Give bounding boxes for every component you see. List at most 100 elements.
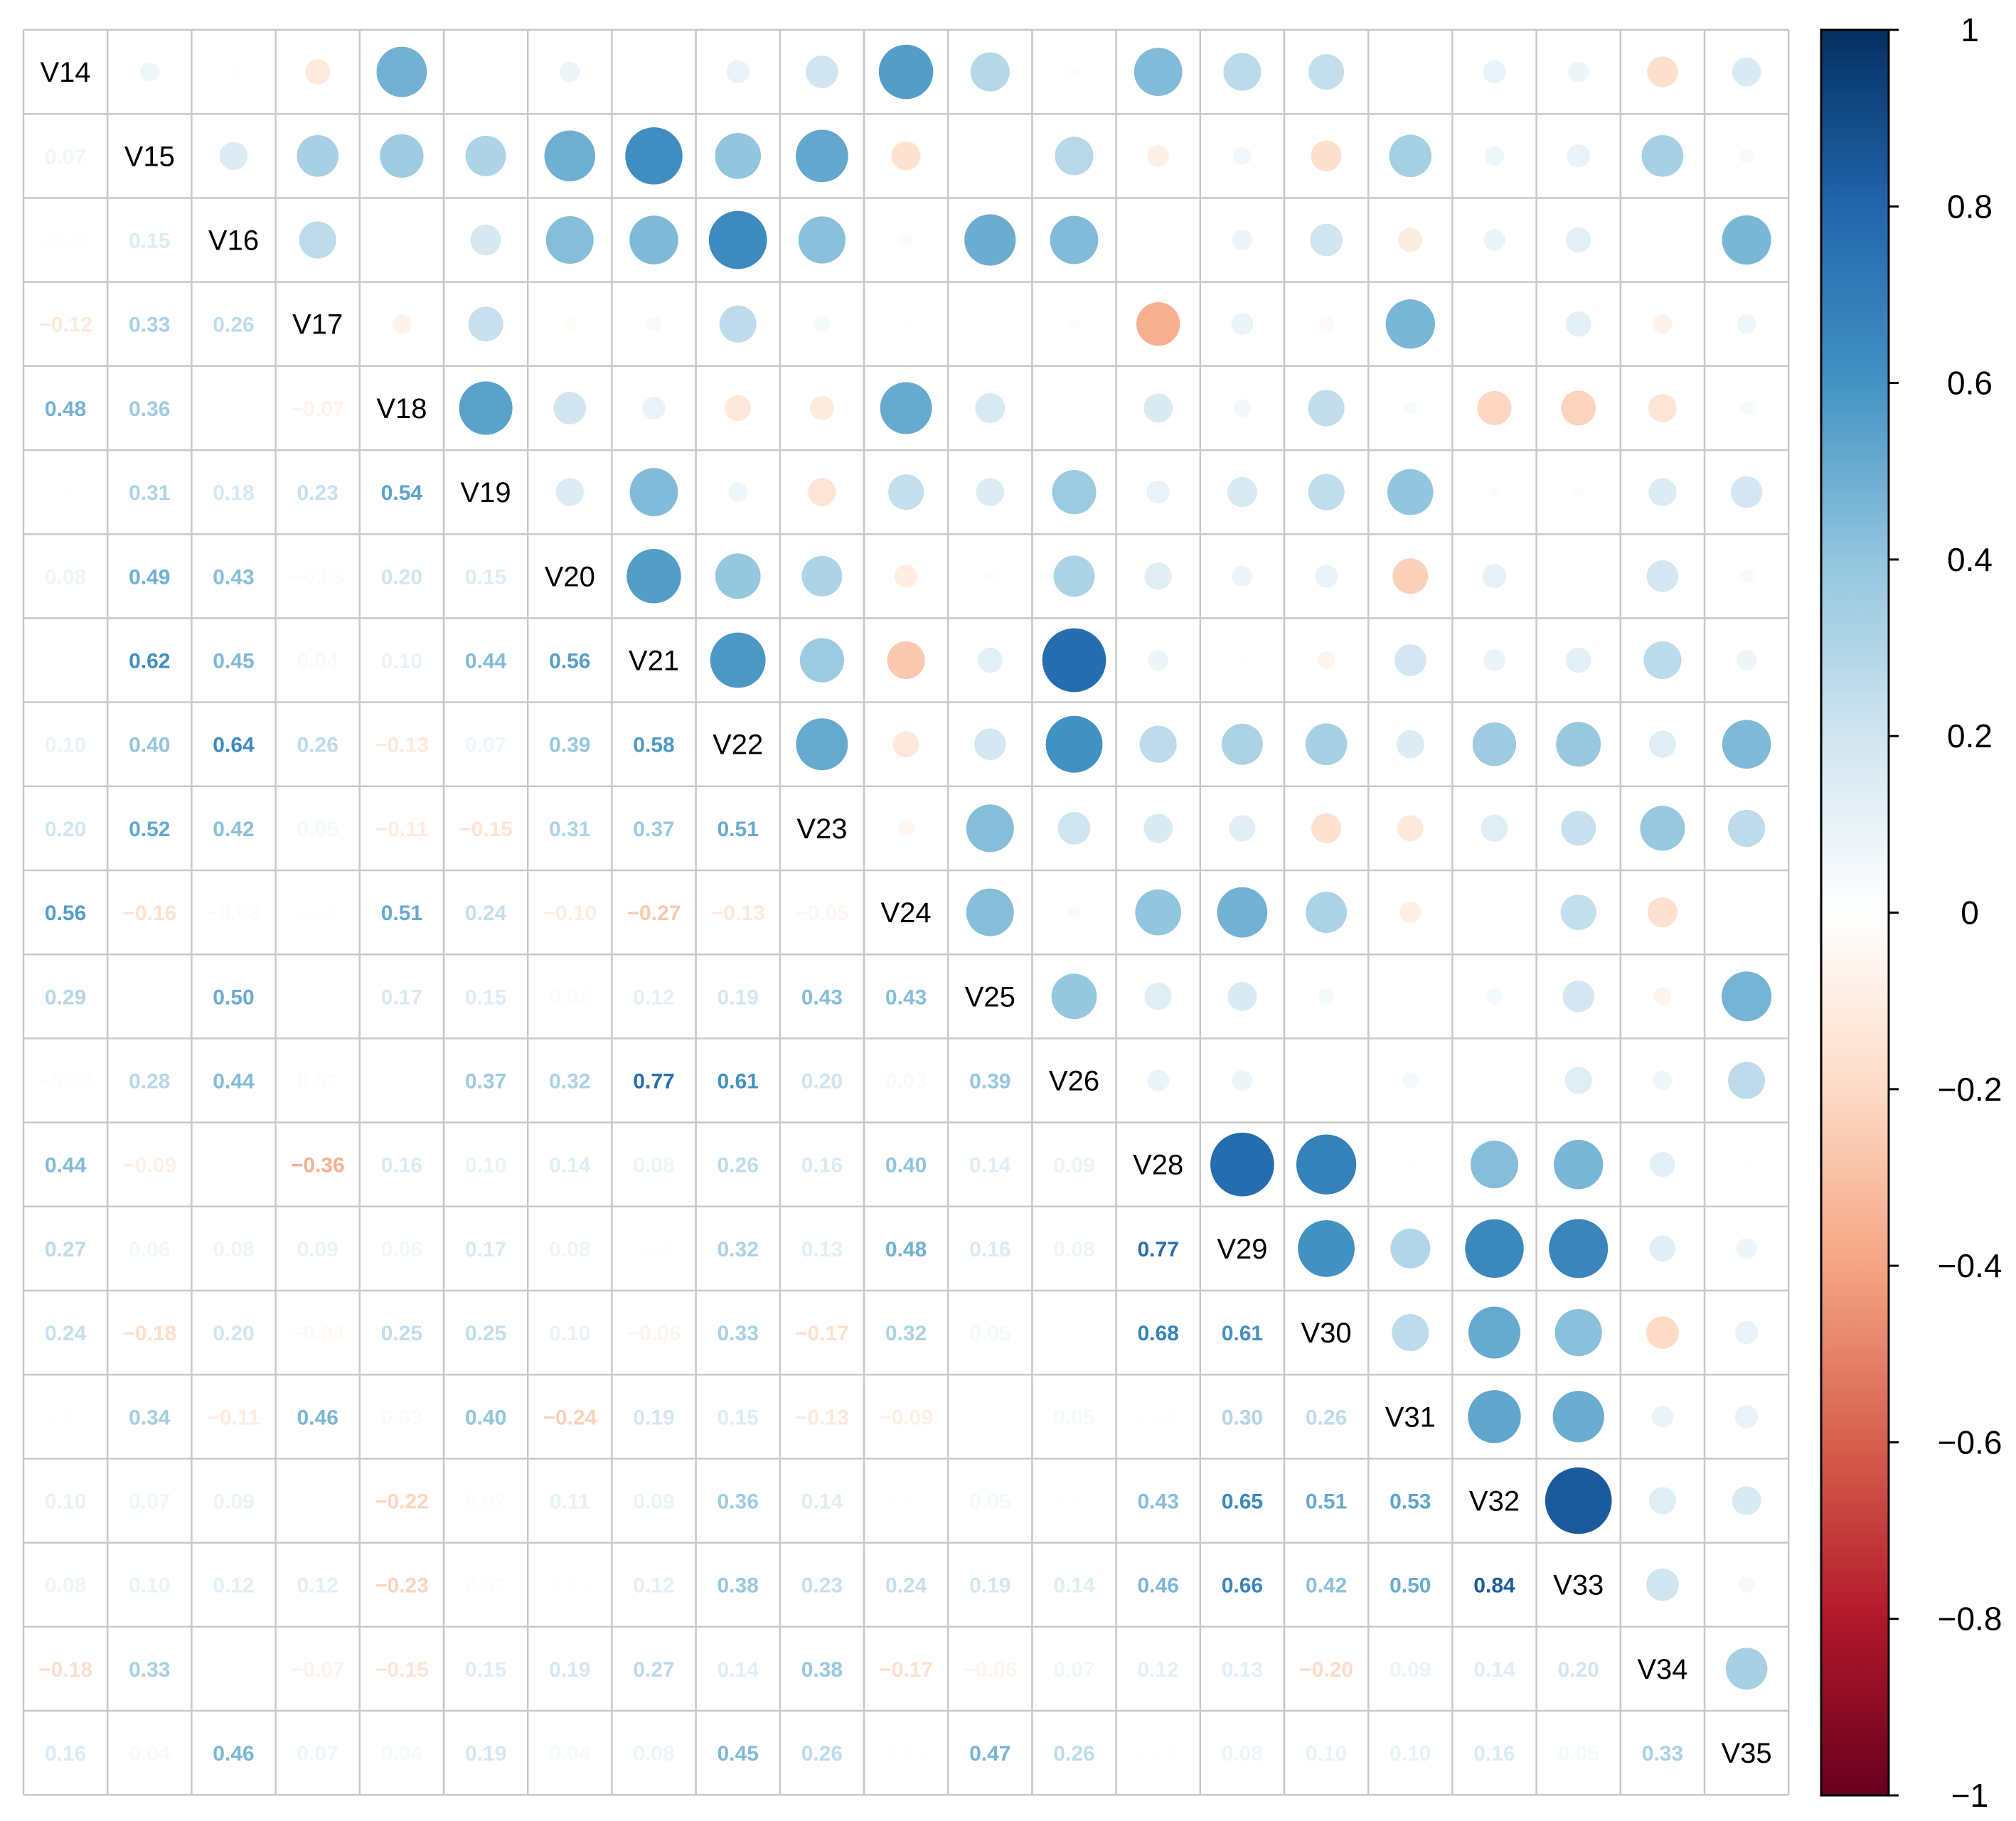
corr-value: 0.34 xyxy=(129,1406,171,1429)
corr-circle xyxy=(1734,1405,1759,1429)
corr-value: 0.08 xyxy=(633,1742,674,1766)
corr-value: 0.01 xyxy=(1138,1406,1179,1429)
corr-circle xyxy=(1308,474,1345,511)
corr-value: 0.14 xyxy=(801,1490,843,1514)
corr-circle xyxy=(1648,478,1677,506)
corr-circle xyxy=(1468,1306,1520,1359)
colorbar-tick-label: 1 xyxy=(1961,11,1979,48)
corr-value: 0.42 xyxy=(213,818,254,841)
corr-circle xyxy=(642,396,666,420)
variable-label: V28 xyxy=(1133,1150,1183,1181)
colorbar-tick-label: −0.4 xyxy=(1938,1247,2002,1284)
corr-circle xyxy=(553,392,587,424)
corr-circle xyxy=(1483,649,1505,671)
corr-value: 0.14 xyxy=(718,1658,759,1682)
corr-value: 0.37 xyxy=(633,818,674,841)
corr-value: 0.33 xyxy=(129,314,170,337)
corr-value: −0.06 xyxy=(963,1658,1017,1682)
corr-value: −0.02 xyxy=(38,1070,92,1094)
corr-circle xyxy=(1318,316,1334,331)
corr-circle xyxy=(1736,1238,1757,1259)
corr-circle xyxy=(1489,486,1500,498)
corr-circle xyxy=(1210,1132,1274,1197)
corr-circle xyxy=(1484,146,1505,166)
corr-value: 0.44 xyxy=(213,1070,255,1094)
corr-value: −0.20 xyxy=(1299,1658,1353,1682)
corr-value: 0.12 xyxy=(213,1574,254,1598)
corr-value: 0.65 xyxy=(1222,1490,1263,1514)
corr-circle xyxy=(887,641,925,680)
corr-value: 0.51 xyxy=(381,902,422,925)
corr-circle xyxy=(1490,1077,1498,1084)
colorbar: 1 0.8 0.6 0.4 0.2 0 −0.2 −0.4 −0.6 −0.8 −1 xyxy=(1820,11,2002,1814)
corr-circle xyxy=(977,647,1003,673)
corr-value: 0.09 xyxy=(633,1490,674,1514)
corr-circle xyxy=(481,68,490,76)
corr-value: 0.23 xyxy=(801,1574,843,1598)
corr-circle xyxy=(1650,1152,1675,1177)
corr-value: −0.36 xyxy=(291,1154,345,1177)
corr-value: 0.12 xyxy=(1138,1658,1179,1682)
corr-value: 0.17 xyxy=(381,986,422,1009)
corr-value: 0.30 xyxy=(1222,1406,1263,1429)
corr-value: 0.07 xyxy=(129,1490,170,1514)
corr-value: 0.08 xyxy=(549,1238,590,1261)
corr-circle xyxy=(1561,390,1596,426)
corr-value: 0.19 xyxy=(718,986,759,1009)
corr-circle xyxy=(1233,399,1252,417)
colorbar-tick-label: 0.8 xyxy=(1947,188,1993,225)
corr-value: 0.40 xyxy=(465,1406,506,1429)
corr-value: 0.26 xyxy=(213,314,254,337)
corr-circle xyxy=(1564,1067,1592,1094)
corr-circle xyxy=(799,638,844,683)
corr-circle xyxy=(806,55,838,88)
corr-value: −0.23 xyxy=(375,1574,429,1598)
corr-value: 0.02 xyxy=(549,986,590,1009)
corr-circle xyxy=(1146,480,1170,504)
corr-circle xyxy=(975,392,1006,423)
corr-value: −0.18 xyxy=(122,1322,176,1345)
corr-value: 0.01 xyxy=(1053,1490,1094,1514)
corr-circle xyxy=(964,214,1016,266)
variable-label: V14 xyxy=(41,57,91,88)
corr-value: 0.23 xyxy=(297,481,338,505)
corr-value: 0.46 xyxy=(297,1406,338,1429)
corr-circle xyxy=(1483,229,1505,251)
corr-value: 0.25 xyxy=(381,1322,422,1345)
corr-value: 0.13 xyxy=(801,1238,843,1261)
corr-circle xyxy=(1554,1140,1604,1190)
corr-circle xyxy=(1468,1390,1521,1443)
corr-circle xyxy=(1722,215,1771,265)
corr-value: −0.01 xyxy=(38,230,92,253)
corr-value: 0.05 xyxy=(1053,1406,1094,1429)
corr-circle xyxy=(1231,313,1254,336)
corr-circle xyxy=(297,134,339,177)
corr-value: 0.43 xyxy=(1138,1490,1179,1514)
colorbar-tick-label: −0.8 xyxy=(1938,1601,2002,1638)
corr-circle xyxy=(1147,1069,1170,1091)
corr-circle xyxy=(1647,56,1678,87)
corr-circle xyxy=(1223,53,1262,91)
corr-circle xyxy=(1732,1486,1761,1515)
corr-circle xyxy=(1653,314,1673,334)
corr-value: 0.01 xyxy=(297,902,338,925)
corr-value: 0.26 xyxy=(1053,1742,1094,1766)
corr-circle xyxy=(1306,892,1348,934)
corr-value: 0.10 xyxy=(129,1574,170,1598)
corr-value: 0.08 xyxy=(1053,1238,1094,1261)
corr-value: −0.10 xyxy=(543,902,597,925)
corr-circle xyxy=(299,221,336,259)
colorbar-tick-label: −0.2 xyxy=(1938,1071,2002,1108)
corr-value: 0.04 xyxy=(381,1742,423,1766)
corr-circle xyxy=(1387,469,1434,516)
corr-value: 0.32 xyxy=(885,1322,927,1345)
corr-circle xyxy=(1399,901,1422,924)
corr-circle xyxy=(1545,1467,1612,1534)
corr-circle xyxy=(1136,302,1180,346)
corr-value: 0.40 xyxy=(885,1154,927,1177)
corr-value: 0.14 xyxy=(1473,1658,1515,1682)
corr-value: 0.10 xyxy=(45,734,86,757)
corr-value: 0.28 xyxy=(129,1070,170,1094)
corr-circle xyxy=(1643,641,1682,680)
corr-circle xyxy=(1477,390,1512,425)
